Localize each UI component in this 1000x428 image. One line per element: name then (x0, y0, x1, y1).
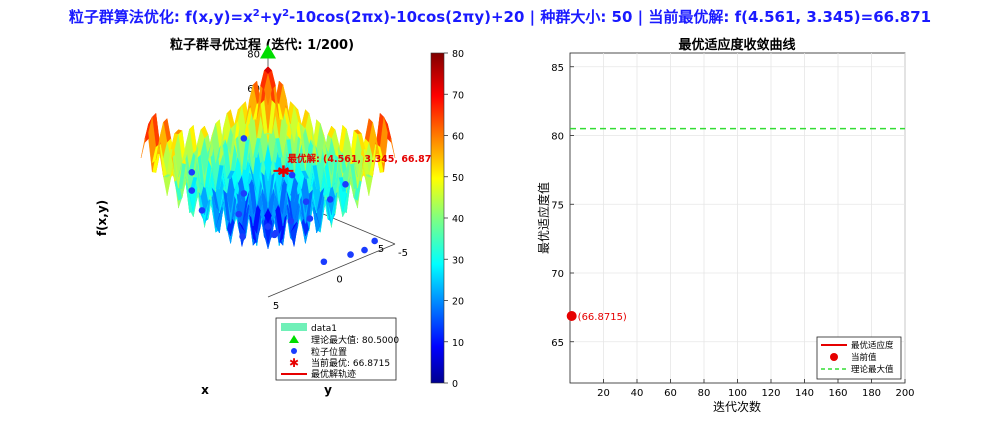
y-tick-label: 65 (551, 338, 564, 349)
colorbar-ticks: 0 10 20 30 40 50 60 70 80 (444, 49, 464, 390)
colorbar-tick-label: 60 (452, 132, 464, 143)
y-tick-label: 80 (551, 132, 564, 143)
particle-dot (235, 210, 243, 218)
particle-dot (272, 229, 279, 237)
x-tick-label: 20 (597, 388, 610, 399)
particle-dot (347, 251, 354, 258)
particle-dot (302, 198, 310, 205)
surface-plot: 粒子群寻优过程 (迭代: 1/200) 020406080-505-505 ✱最… (95, 37, 442, 397)
particle-dot (326, 196, 334, 203)
convergence-series: (66.8715) (566, 127, 905, 323)
x-tick-label: 140 (795, 388, 814, 399)
particle-dot (264, 223, 272, 230)
colorbar-tick-label: 40 (452, 214, 464, 225)
x-tick-label: 5 (378, 244, 384, 255)
y-axis-line (267, 243, 396, 298)
y-tick-label: 5 (273, 301, 279, 312)
x-tick-label: 180 (862, 388, 881, 399)
x-tick-label: 80 (698, 388, 711, 399)
x-tick-label: 60 (664, 388, 677, 399)
x-tick-label: 200 (895, 388, 914, 399)
y-tick-label: 70 (551, 269, 564, 280)
current-best-marker: ✱ (277, 162, 290, 181)
convergence-legend: 最优适应度 当前值 理论最大值 (816, 336, 902, 380)
surface-legend: data1 理论最大值: 80.5000 粒子位置 ✱ 当前最优: 66.871… (275, 317, 399, 381)
colorbar-tick-label: 10 (452, 338, 464, 349)
current-value-dot (566, 311, 577, 322)
x-tick-label: 120 (761, 388, 780, 399)
theory-max-marker (260, 44, 276, 59)
legend-item-surface: data1 (311, 324, 337, 334)
particle-dot (198, 207, 206, 214)
x-axis-label: x (201, 383, 209, 397)
legend-item-current: 当前值 (851, 352, 877, 363)
special-markers: ✱最优解: (4.561, 3.345, 66.871) (260, 44, 442, 181)
figure-title: 粒子群算法优化: f(x,y)=x2+y2-10cos(2πx)-10cos(2… (68, 8, 932, 26)
legend-dot-icon (291, 348, 297, 354)
colorbar-tick-label: 50 (452, 173, 464, 184)
colorbar-tick-label: 30 (452, 255, 464, 266)
convergence-grid (570, 53, 906, 383)
surface-patch (264, 74, 272, 106)
y-tick-label: 75 (551, 200, 564, 211)
convergence-plot: 最优适应度收敛曲线 20 40 60 80 100 120 140 160 180 200 65 70… (536, 37, 915, 414)
colorbar-tick-label: 0 (452, 379, 458, 390)
particle-dot (239, 233, 246, 240)
particle-dot (287, 217, 295, 225)
y-tick-label: 85 (551, 63, 564, 74)
legend-item-theory: 理论最大值: 80.5000 (311, 334, 399, 346)
colorbar-tick-label: 70 (452, 90, 464, 101)
legend-item-best-fitness: 最优适应度 (851, 340, 894, 351)
particle-dot (240, 190, 248, 197)
current-value-label: (66.8715) (578, 312, 627, 323)
particle-dot (371, 237, 378, 245)
particle-dot (240, 135, 248, 142)
colorbar-gradient (430, 52, 445, 384)
surface-plot-title: 粒子群寻优过程 (迭代: 1/200) (170, 37, 354, 53)
y-axis-label: y (324, 383, 332, 397)
particle-dot (288, 171, 296, 179)
convergence-ticks: 20 40 60 80 100 120 140 160 180 200 65 70 75 80 85 (551, 63, 914, 399)
colorbar-tick-label: 20 (452, 297, 464, 308)
particle-dot (188, 187, 196, 194)
particle-dot (306, 215, 314, 222)
colorbar-tick-label: 80 (452, 49, 464, 60)
z-tick-label: 80 (247, 49, 260, 60)
legend-current-dot-icon (830, 353, 838, 361)
particle-dot (342, 181, 349, 188)
y-tick-label: 0 (336, 275, 342, 286)
particle-dot (188, 168, 196, 176)
convergence-y-label: 最优适应度值 (536, 182, 551, 254)
current-best-annotation: 最优解: (4.561, 3.345, 66.871) (287, 153, 442, 165)
legend-item-theory-max: 理论最大值 (851, 364, 894, 375)
surface-mesh (140, 66, 396, 250)
convergence-plot-title: 最优适应度收敛曲线 (678, 37, 795, 53)
z-axis-label: f(x,y) (95, 200, 109, 236)
x-tick-label: 40 (631, 388, 644, 399)
x-tick-label: 160 (828, 388, 847, 399)
colorbar: 0 10 20 30 40 50 60 70 80 (430, 49, 464, 390)
legend-star-icon: ✱ (289, 356, 299, 370)
legend-item-particles: 粒子位置 (311, 346, 347, 358)
x-tick-label: 100 (728, 388, 747, 399)
convergence-x-label: 迭代次数 (713, 399, 761, 414)
particle-dot (361, 246, 368, 254)
y-tick-label: -5 (398, 248, 408, 259)
legend-item-trajectory: 最优解轨迹 (311, 368, 356, 380)
particle-markers (188, 135, 378, 266)
particle-dot (320, 258, 328, 266)
legend-item-best: 当前最优: 66.8715 (311, 357, 390, 369)
legend-surface-swatch (281, 323, 307, 331)
legend-triangle-icon (289, 335, 299, 343)
